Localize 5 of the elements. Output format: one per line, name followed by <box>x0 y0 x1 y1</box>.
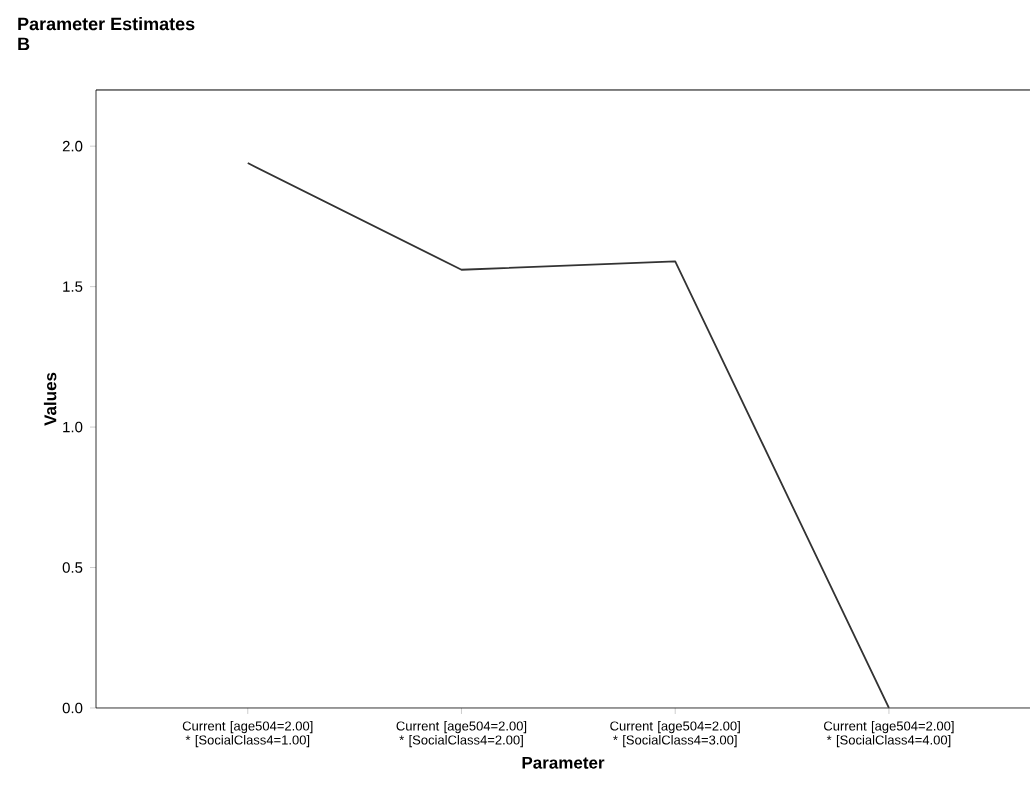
x-axis-title: Parameter <box>522 756 605 769</box>
line-series <box>246 162 890 708</box>
y-axis-title: Values <box>43 372 57 426</box>
chart-title: Parameter Estimates <box>18 17 195 31</box>
chart-subtitle: B <box>18 37 30 51</box>
